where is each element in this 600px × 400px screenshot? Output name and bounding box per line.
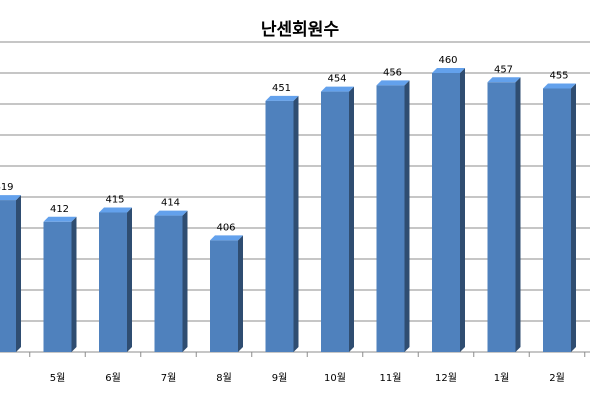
bar — [43, 221, 72, 352]
bar — [99, 212, 127, 352]
x-tick-label: 9월 — [272, 372, 288, 384]
bar — [265, 100, 294, 353]
x-tick-label: 10월 — [324, 372, 346, 384]
x-tick-label: 6월 — [105, 372, 121, 384]
chart-title: 난센회원수 — [261, 20, 340, 40]
bar-top — [0, 195, 21, 201]
value-label: 414 — [161, 198, 180, 209]
value-label: 406 — [216, 222, 235, 233]
bar-top — [265, 95, 299, 101]
bar-side — [16, 195, 21, 352]
bar-side — [571, 83, 576, 352]
value-label: 456 — [383, 67, 402, 78]
bar-top — [321, 86, 354, 92]
bar-top — [43, 216, 77, 222]
bar-top — [487, 77, 521, 83]
bar — [154, 215, 183, 352]
bar-top — [376, 80, 410, 86]
bar-side — [238, 235, 243, 352]
bar-side — [127, 207, 132, 352]
x-tick-label: 11월 — [380, 372, 402, 384]
bar-top — [99, 207, 132, 213]
bar-side — [293, 95, 299, 353]
bar — [210, 240, 238, 352]
value-label: 454 — [327, 74, 346, 85]
bar — [432, 73, 460, 352]
x-tick-label: 8월 — [216, 372, 232, 384]
value-label: 415 — [105, 195, 124, 206]
bar-side — [404, 80, 410, 353]
bar — [0, 200, 16, 352]
x-tick-label: 5월 — [50, 372, 66, 384]
x-tick-label: 7월 — [161, 372, 177, 384]
value-label: 457 — [494, 64, 513, 75]
x-tick-label: 1월 — [494, 372, 510, 384]
x-tick-label: 2월 — [549, 372, 565, 384]
value-label: 460 — [438, 55, 457, 66]
value-label: 412 — [50, 204, 69, 215]
bar-side — [460, 68, 465, 352]
bar — [487, 82, 516, 353]
bar-top — [432, 68, 465, 73]
x-tick-label: 12월 — [435, 372, 457, 384]
bar — [321, 91, 349, 352]
value-label: 455 — [549, 71, 568, 82]
value-label: 451 — [272, 83, 291, 94]
bar — [543, 88, 571, 352]
bar — [376, 85, 405, 353]
bar-side — [182, 210, 188, 352]
bar-top — [154, 210, 188, 216]
value-label: 419 — [0, 182, 14, 193]
bar-side — [515, 77, 521, 353]
bar-top — [543, 83, 576, 89]
bar-top — [210, 235, 243, 241]
bar-side — [349, 86, 354, 352]
bar-side — [71, 216, 77, 352]
